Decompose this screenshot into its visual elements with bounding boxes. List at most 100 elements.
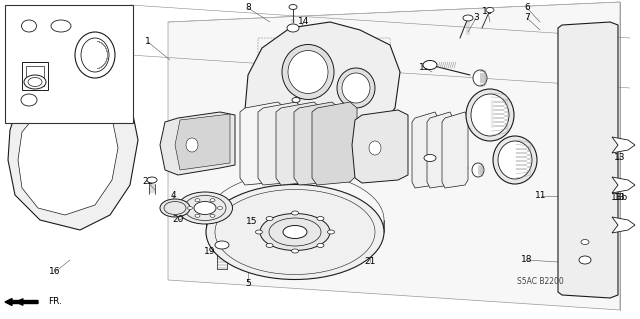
Ellipse shape <box>81 38 109 72</box>
Ellipse shape <box>22 20 36 32</box>
Text: 13b: 13b <box>611 194 628 203</box>
Ellipse shape <box>210 214 215 217</box>
Text: 8: 8 <box>245 4 251 12</box>
Polygon shape <box>312 102 357 185</box>
Polygon shape <box>168 2 620 310</box>
Text: 3: 3 <box>473 13 479 23</box>
Polygon shape <box>276 102 321 185</box>
Ellipse shape <box>283 226 307 239</box>
Text: 4: 4 <box>170 190 176 199</box>
Ellipse shape <box>210 199 215 202</box>
Ellipse shape <box>463 15 473 21</box>
Ellipse shape <box>337 68 375 108</box>
Ellipse shape <box>218 206 223 210</box>
Ellipse shape <box>328 230 335 234</box>
Ellipse shape <box>188 206 193 210</box>
Ellipse shape <box>424 154 436 161</box>
Ellipse shape <box>186 138 198 152</box>
Ellipse shape <box>266 243 273 248</box>
Polygon shape <box>160 112 235 175</box>
Text: S5AC B2200: S5AC B2200 <box>516 278 563 286</box>
Ellipse shape <box>215 241 229 249</box>
Text: 16: 16 <box>49 268 61 277</box>
Polygon shape <box>612 177 635 193</box>
Polygon shape <box>175 114 230 170</box>
Text: 2: 2 <box>169 144 175 152</box>
Polygon shape <box>442 112 468 188</box>
Ellipse shape <box>28 78 42 86</box>
Polygon shape <box>612 137 635 153</box>
Polygon shape <box>8 72 138 230</box>
Polygon shape <box>294 102 339 185</box>
Text: 10: 10 <box>483 8 493 17</box>
Ellipse shape <box>579 256 591 264</box>
Ellipse shape <box>195 214 200 217</box>
Ellipse shape <box>471 94 509 136</box>
Ellipse shape <box>581 240 589 244</box>
Text: 14b: 14b <box>296 95 312 105</box>
Ellipse shape <box>292 98 300 102</box>
Ellipse shape <box>423 61 437 70</box>
Polygon shape <box>558 22 618 298</box>
Ellipse shape <box>369 141 381 155</box>
Ellipse shape <box>194 202 216 214</box>
Text: 9: 9 <box>430 117 436 127</box>
Bar <box>22 62 48 90</box>
Polygon shape <box>352 110 408 183</box>
Polygon shape <box>427 112 453 188</box>
Text: 7: 7 <box>524 13 530 23</box>
Ellipse shape <box>466 89 514 141</box>
Ellipse shape <box>282 44 334 100</box>
Polygon shape <box>18 97 118 215</box>
Ellipse shape <box>290 114 302 122</box>
Text: 1: 1 <box>145 38 151 47</box>
Ellipse shape <box>291 211 298 215</box>
Text: 18: 18 <box>521 256 532 264</box>
Polygon shape <box>258 102 303 185</box>
Ellipse shape <box>342 73 370 103</box>
Text: 6: 6 <box>524 4 530 12</box>
Ellipse shape <box>287 24 299 32</box>
Ellipse shape <box>288 50 328 93</box>
Bar <box>5 5 133 123</box>
Ellipse shape <box>317 217 324 220</box>
Ellipse shape <box>472 163 484 177</box>
Ellipse shape <box>177 192 232 224</box>
Ellipse shape <box>206 184 384 279</box>
Text: FR.: FR. <box>48 298 62 307</box>
Ellipse shape <box>317 243 324 248</box>
Polygon shape <box>245 22 400 148</box>
Ellipse shape <box>498 141 532 179</box>
Ellipse shape <box>24 75 46 89</box>
Ellipse shape <box>160 199 190 217</box>
Text: 14: 14 <box>298 18 310 26</box>
FancyArrow shape <box>5 299 38 306</box>
Ellipse shape <box>195 199 200 202</box>
Ellipse shape <box>289 4 297 10</box>
Ellipse shape <box>486 8 494 12</box>
Text: 13: 13 <box>614 153 626 162</box>
Ellipse shape <box>21 94 37 106</box>
Ellipse shape <box>291 249 298 253</box>
Ellipse shape <box>75 32 115 78</box>
Text: 11: 11 <box>535 191 547 201</box>
Ellipse shape <box>473 70 487 86</box>
Text: 22: 22 <box>142 177 154 187</box>
Ellipse shape <box>147 177 157 183</box>
Text: 17: 17 <box>419 153 429 162</box>
Ellipse shape <box>266 217 273 220</box>
Ellipse shape <box>51 20 71 32</box>
Text: 21: 21 <box>364 257 376 266</box>
Text: 19: 19 <box>204 248 216 256</box>
Text: 5: 5 <box>245 278 251 287</box>
Text: 20: 20 <box>172 216 184 225</box>
Text: 12: 12 <box>419 63 431 72</box>
Polygon shape <box>412 112 438 188</box>
Polygon shape <box>612 217 635 233</box>
Ellipse shape <box>255 230 262 234</box>
Text: 13: 13 <box>614 194 626 203</box>
Ellipse shape <box>260 213 330 250</box>
Ellipse shape <box>493 136 537 184</box>
Bar <box>26 66 44 86</box>
Text: 15: 15 <box>246 218 258 226</box>
